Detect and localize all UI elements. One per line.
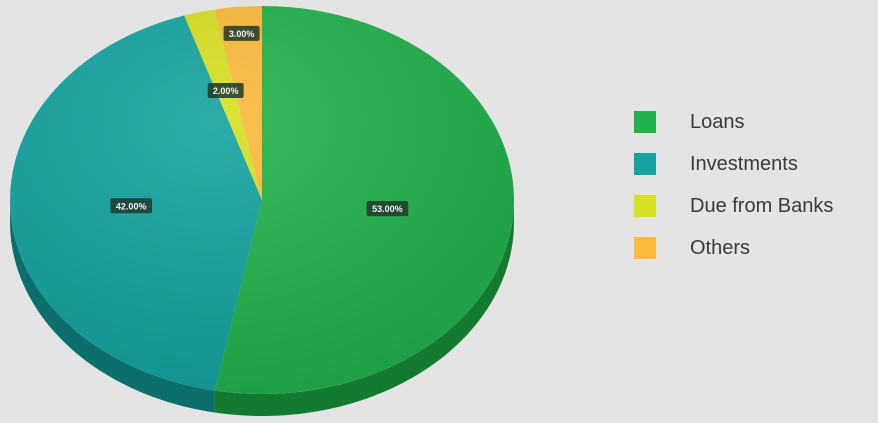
legend-item-due-from-banks: Due from Banks: [634, 194, 878, 218]
data-label-bg-due-from-banks: [207, 83, 244, 98]
data-label-others: 3.00%: [229, 29, 255, 39]
legend-label-others: Others: [690, 236, 751, 259]
data-label-bg-investments: [110, 198, 152, 214]
data-label-bg-others: [223, 25, 260, 41]
legend-swatch-investments: [634, 153, 656, 175]
legend-item-others: Others: [634, 236, 878, 260]
pie-side-walls: [10, 202, 514, 416]
data-label-investments: 42.00%: [116, 201, 147, 211]
legend-swatch-loans: [634, 111, 656, 133]
legend-item-investments: Investments: [634, 152, 878, 176]
pie-side-loans: [214, 202, 514, 416]
pie-side-investments: [10, 203, 215, 413]
data-label-due-from-banks: 2.00%: [213, 86, 239, 96]
legend-label-loans: Loans: [690, 110, 745, 133]
pie-top-faces: [10, 5, 515, 395]
legend-label-investments: Investments: [690, 152, 798, 175]
legend-swatch-others: [634, 237, 656, 259]
legend-swatch-due-from-banks: [634, 195, 656, 217]
data-label-bg-loans: [366, 201, 409, 217]
legend-item-loans: Loans: [634, 110, 878, 134]
pie-data-labels: 53.00% 42.00% 2.00% 3.00%: [110, 25, 409, 217]
pie-chart-canvas: 53.00% 42.00% 2.00% 3.00%: [10, 5, 515, 416]
data-label-loans: 53.00%: [372, 204, 403, 214]
legend-label-due-from-banks: Due from Banks: [690, 194, 834, 217]
chart-legend: Loans Investments Due from Banks Others: [634, 110, 878, 278]
pie-sheen: [10, 6, 514, 394]
